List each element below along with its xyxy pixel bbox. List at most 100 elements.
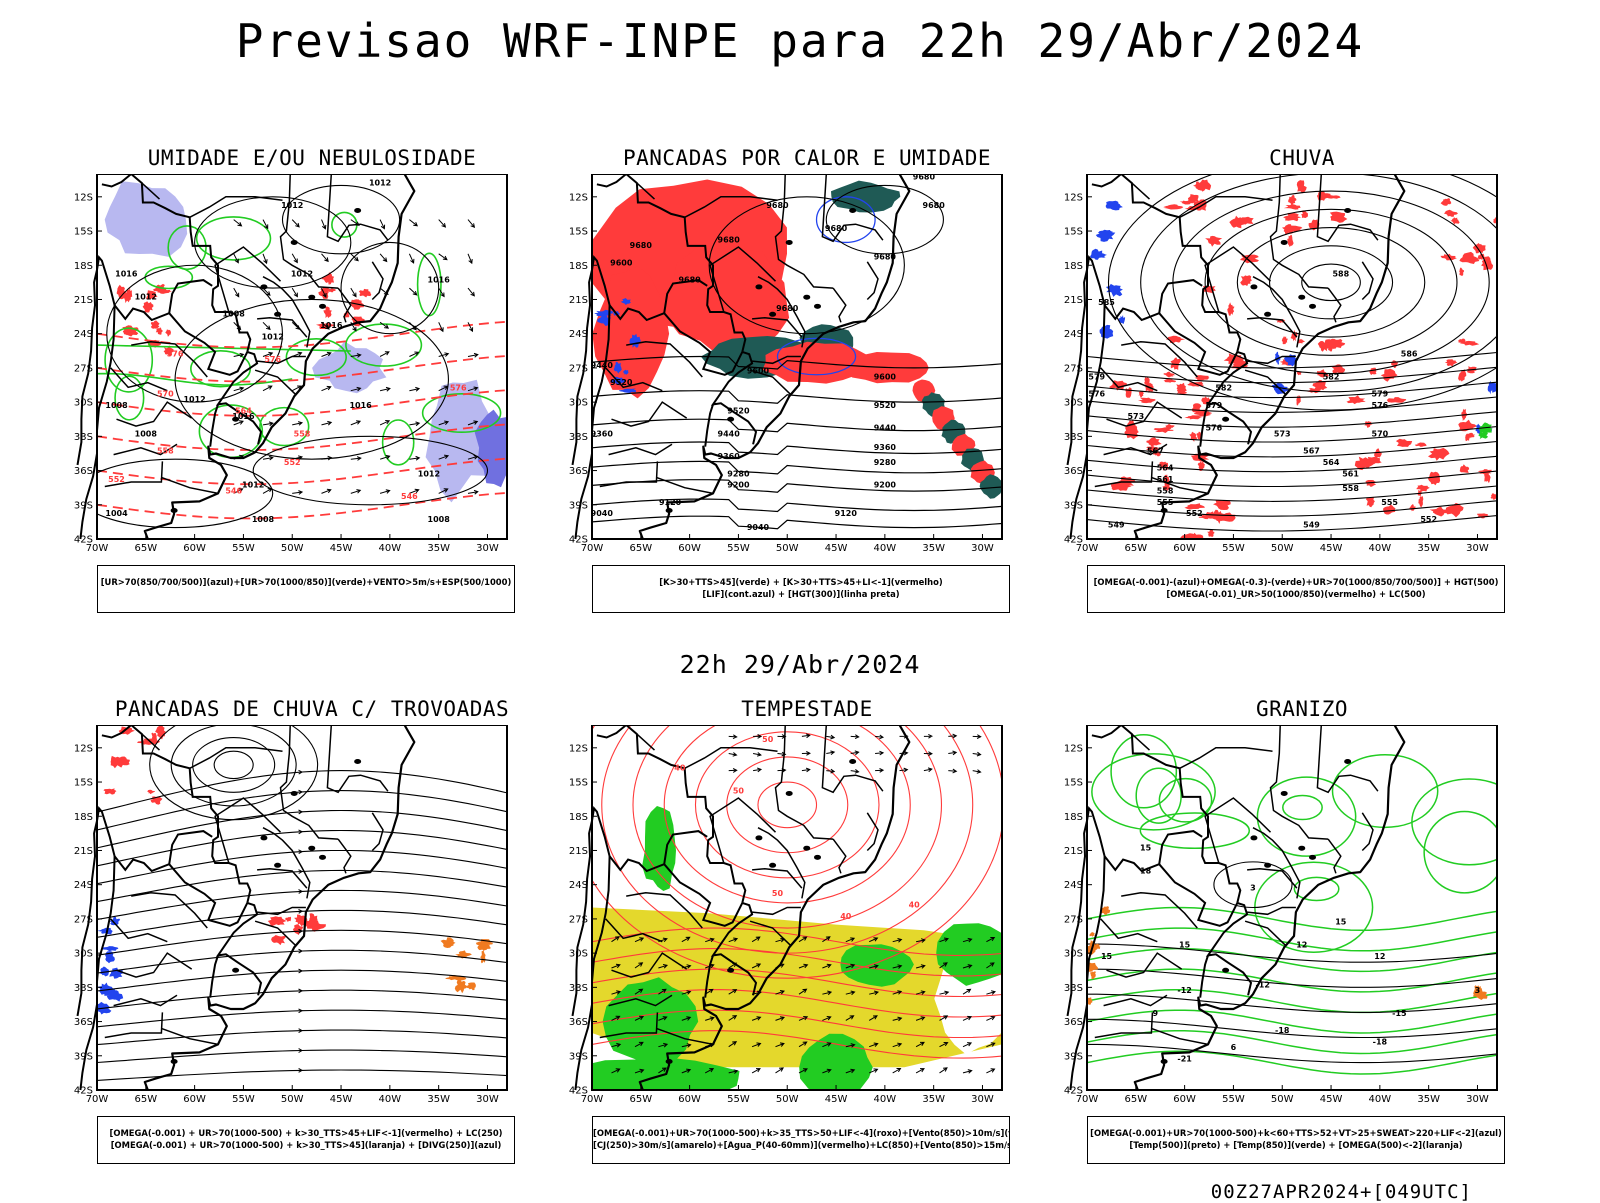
wind-vector [379, 351, 390, 357]
rain-area [1477, 253, 1486, 261]
state-border-8 [709, 797, 777, 864]
wind-vector-850hpa [634, 937, 645, 943]
rain-area [1184, 503, 1205, 510]
rain-area [1329, 211, 1348, 223]
lake-3 [1298, 845, 1306, 851]
height-label: 9040 [591, 509, 614, 518]
lat-tick-label: 42S [74, 535, 93, 546]
thickness-label-group: 576 570 564 558 552 558 552 546 546 576 576 [108, 350, 467, 502]
rain-area [1365, 480, 1377, 487]
state-border-16 [1151, 1027, 1209, 1046]
wind-vector [233, 420, 244, 426]
wind-vector-850hpa [948, 733, 958, 739]
divergence-area [106, 990, 124, 1002]
lon-tick-label: 50W [1271, 543, 1294, 554]
wind-vector-850hpa [751, 1016, 762, 1021]
country-border-3 [663, 312, 744, 376]
height-label: 9440 [718, 429, 741, 438]
height-label: 9120 [659, 498, 682, 507]
rain-area [1165, 372, 1176, 377]
wind-vector-850hpa [845, 937, 856, 943]
isobar [340, 241, 440, 335]
wind-vector-850hpa [986, 1016, 996, 1021]
isobar-label: 1012 [183, 395, 205, 404]
coastline-west [571, 269, 593, 466]
lon-tick-label: 55W [1222, 543, 1245, 554]
height-label: 9520 [727, 407, 750, 416]
wind-vector-850hpa [915, 1068, 925, 1074]
lon-tick-label: 40W [1369, 1094, 1392, 1105]
rain-area [1196, 431, 1203, 440]
lon-tick-label: 60W [183, 543, 206, 554]
thunderstorm-area [147, 789, 155, 795]
lat-tick-label: 12S [74, 192, 93, 203]
temperature-label: -18 [1373, 1037, 1388, 1046]
lat-tick-label: 30S [569, 398, 588, 409]
lat-tick-label: 33S [74, 432, 93, 443]
state-border-14 [608, 994, 673, 1007]
map-frame [591, 174, 1003, 540]
wind-vector-850hpa [915, 964, 926, 969]
geopotential-label: 567 [1303, 446, 1320, 455]
state-border-7 [254, 369, 296, 395]
lat-tick-label: 24S [569, 880, 588, 891]
lake-6 [814, 303, 821, 309]
panel-granizo: GRANIZO 12S 15S 18S 21S 24S 27S 30S 33S 36S 39S 42… [1047, 697, 1517, 1197]
wind-vector-850hpa [962, 937, 973, 943]
rain-area [1458, 419, 1477, 432]
temperature-850hpa [1087, 1050, 1497, 1075]
wind-vector [262, 385, 273, 392]
panel-title: CHUVA [1269, 146, 1335, 170]
country-border-2 [96, 806, 213, 873]
wind-vector-850hpa [939, 962, 948, 969]
streamline-label: 40 [674, 764, 686, 773]
lat-tick-label: 18S [1064, 812, 1083, 823]
convective-area [123, 290, 131, 304]
streamline-850hpa [632, 725, 942, 929]
lat-tick-label: 33S [1064, 983, 1083, 994]
lon-tick-label: 65W [629, 1094, 652, 1105]
wind-vector-850hpa [777, 767, 787, 773]
state-border-1 [326, 725, 389, 794]
lifted-index-contour [776, 337, 857, 376]
lat-tick-label: 36S [74, 1017, 93, 1028]
lat-tick-label: 27S [74, 914, 93, 925]
stream-arrow [298, 988, 304, 994]
lon-tick-label: 50W [281, 543, 304, 554]
rain-area [1417, 489, 1423, 496]
lat-tick-label: 21S [1064, 846, 1083, 857]
lat-tick-label: 33S [74, 983, 93, 994]
geopotential-contour [1087, 381, 1497, 399]
rain-area [1288, 194, 1297, 206]
state-border-2 [1327, 287, 1342, 323]
wind-vector-850hpa [753, 752, 762, 757]
convective-area [156, 288, 172, 294]
wind-vector [350, 353, 362, 358]
thunderstorm-area [292, 924, 304, 935]
convective-area [142, 301, 154, 313]
wind-vector-850hpa [986, 962, 995, 969]
lon-tick-label: 70W [1076, 1094, 1099, 1105]
streamline-850hpa [592, 1030, 1002, 1059]
wind-vector-850hpa [962, 1042, 973, 1048]
temperature-850hpa [1091, 753, 1216, 831]
omega-area [1090, 248, 1103, 260]
temperature-850hpa [1135, 767, 1182, 824]
wind-vector [379, 321, 390, 329]
wind-vector-850hpa [875, 768, 885, 773]
thickness-contour [97, 492, 507, 520]
isobar-label: 1012 [242, 481, 264, 490]
lon-tick-label: 70W [1076, 543, 1099, 554]
rain-area [1459, 251, 1480, 264]
lake-7 [769, 862, 777, 868]
lon-tick-label: 40W [379, 1094, 402, 1105]
temperature-500hpa [1213, 861, 1293, 909]
lake-2 [260, 284, 268, 290]
stream-arrow [298, 849, 304, 855]
rain-area [1146, 437, 1162, 447]
lat-tick-label: 15S [1064, 778, 1083, 789]
thickness-label: 576 [264, 355, 281, 364]
lon-tick-label: 60W [678, 543, 701, 554]
